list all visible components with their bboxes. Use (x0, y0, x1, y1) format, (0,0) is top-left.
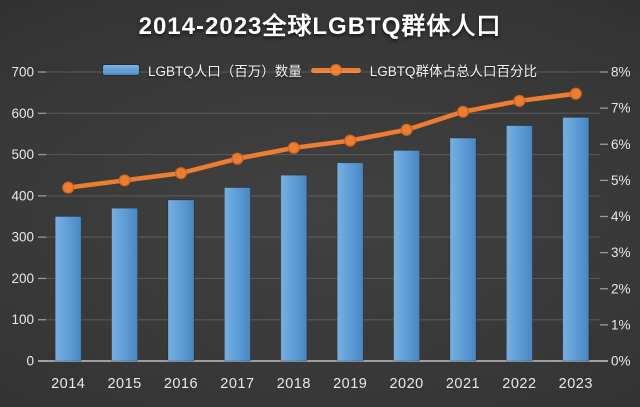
chart-title: 2014-2023全球LGBTQ群体人口 (138, 13, 502, 40)
legend: LGBTQ人口（百万）数量 LGBTQ群体占总人口百分比 (102, 60, 538, 80)
bar (223, 187, 251, 362)
line-point (400, 123, 413, 136)
left-axis-tick-label: 100 (11, 312, 34, 327)
bar (111, 207, 138, 362)
right-axis-tick-label: 3% (611, 245, 631, 260)
right-axis-tick-label: 6% (611, 137, 631, 152)
trend-line (65, 91, 579, 190)
x-axis-label: 2015 (107, 376, 141, 392)
line-point (118, 174, 131, 187)
line-point (62, 181, 75, 194)
x-axis-label: 2018 (277, 376, 311, 392)
left-axis-tick-label: 500 (11, 147, 34, 162)
left-axis-tick-label: 700 (11, 65, 34, 80)
bar (54, 216, 82, 362)
right-axis-tick-label: 4% (611, 209, 631, 224)
right-axis-tick-label: 7% (611, 101, 631, 116)
legend-line-swatch-icon (310, 64, 361, 76)
left-axis-tick-label: 0 (26, 354, 34, 369)
bar (280, 174, 308, 362)
right-axis-tick-label: 5% (611, 173, 631, 188)
line-point (344, 134, 357, 147)
line-point (513, 94, 526, 107)
right-axis-tick-label: 0% (611, 354, 631, 369)
legend-line-label: LGBTQ群体占总人口百分比 (369, 64, 538, 79)
right-axis-tick-label: 2% (611, 281, 631, 296)
bar (167, 199, 195, 362)
x-axis-label: 2019 (333, 376, 367, 392)
x-axis-label: 2023 (559, 376, 593, 392)
legend-bar-label: LGBTQ人口（百万）数量 (147, 64, 302, 79)
bar (449, 137, 477, 362)
line-point (174, 167, 188, 180)
bar (505, 125, 533, 362)
x-axis-label: 2020 (389, 376, 423, 392)
x-axis-label: 2022 (502, 376, 536, 392)
right-axis-tick-label: 8% (611, 65, 631, 80)
line-point (456, 105, 470, 118)
line-point (287, 141, 300, 154)
x-axis-label: 2021 (446, 376, 480, 392)
right-axis-tick-label: 1% (611, 317, 631, 332)
line-point (231, 152, 244, 165)
x-axis-label: 2017 (220, 376, 254, 392)
left-axis-tick-label: 600 (11, 106, 34, 121)
bar (562, 117, 590, 362)
bar (393, 150, 421, 362)
line-point (569, 87, 582, 100)
left-axis-tick-label: 400 (11, 188, 34, 203)
left-axis-tick-label: 300 (11, 230, 34, 245)
legend-bar-swatch-icon (102, 65, 139, 75)
legend-line-marker-icon (329, 64, 342, 76)
x-axis-label: 2016 (164, 376, 198, 392)
bar (336, 162, 364, 362)
left-axis-tick-label: 200 (11, 271, 34, 286)
x-axis-label: 2014 (51, 376, 85, 392)
